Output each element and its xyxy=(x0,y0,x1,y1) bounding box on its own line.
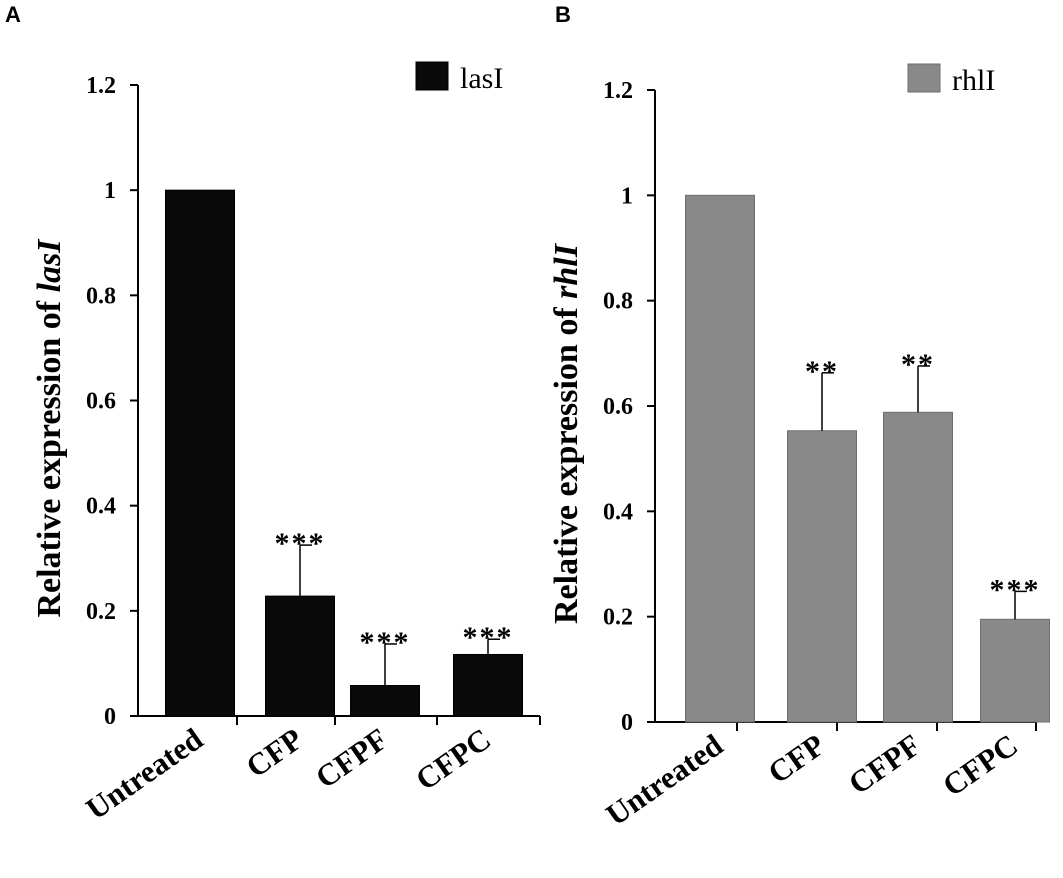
y-tick-label: 0.6 xyxy=(603,394,633,420)
y-tick-label: 0 xyxy=(621,710,633,736)
significance-label: *** xyxy=(463,621,514,654)
legend-label: lasI xyxy=(460,62,503,95)
panel-letter: A xyxy=(5,2,21,27)
significance-label: *** xyxy=(360,626,411,659)
y-tick-label: 0 xyxy=(104,704,116,730)
bar-cfp xyxy=(265,595,335,717)
x-category-label: CFP xyxy=(240,721,309,784)
x-category-label: CFPC xyxy=(409,721,497,797)
significance-label: *** xyxy=(275,527,326,560)
x-category-label: Untreated xyxy=(599,727,729,832)
bar-cfpc xyxy=(453,653,523,717)
bar-cfpc xyxy=(980,618,1050,723)
panel-a: A 0 0.2 0.4 0.6 0.8 1 1.2 Untreated *** CFP *** CFPF… xyxy=(5,2,541,826)
y-tick-label: 1.2 xyxy=(603,78,633,104)
y-axis-title-gene: lasI xyxy=(31,238,68,293)
legend-swatch xyxy=(415,61,449,91)
legend-swatch xyxy=(907,63,941,93)
x-category-label: CFPC xyxy=(936,727,1024,803)
panel-b: B 0 0.2 0.4 0.6 0.8 1 1.2 Untreated ** CFP ** CFPF **… xyxy=(548,2,1050,832)
significance-label: ** xyxy=(901,348,935,381)
significance-label: ** xyxy=(805,355,839,388)
x-category-label: Untreated xyxy=(79,721,209,826)
y-tick-label: 1.2 xyxy=(86,73,116,99)
x-category-label: CFP xyxy=(762,727,831,790)
y-tick-label: 0.8 xyxy=(86,283,116,309)
y-tick-label: 0.4 xyxy=(86,494,116,520)
y-tick-label: 0.6 xyxy=(86,389,116,415)
y-axis-title-gene: rhlI xyxy=(548,242,585,299)
y-axis-title: Relative expression of lasI xyxy=(31,238,68,618)
y-axis-title-text: Relative expression of xyxy=(548,299,585,624)
y-tick-label: 0.8 xyxy=(603,289,633,315)
y-axis-title-text: Relative expression of xyxy=(31,292,68,617)
bar-cfpf xyxy=(883,411,953,723)
significance-label: *** xyxy=(990,573,1041,606)
y-tick-label: 0.4 xyxy=(603,499,633,525)
legend-label: rhlI xyxy=(952,64,995,97)
y-axis-title: Relative expression of rhlI xyxy=(548,242,585,624)
bar-untreated xyxy=(165,189,235,717)
y-tick-label: 0.2 xyxy=(86,599,116,625)
y-tick-label: 1 xyxy=(104,178,116,204)
bar-untreated xyxy=(685,194,755,723)
y-tick-label: 1 xyxy=(621,183,633,209)
x-category-label: CFPF xyxy=(842,727,927,801)
x-category-label: CFPF xyxy=(309,721,394,795)
panel-letter: B xyxy=(555,2,571,27)
y-tick-label: 0.2 xyxy=(603,605,633,631)
bar-cfp xyxy=(787,430,857,723)
bar-cfpf xyxy=(350,685,420,717)
